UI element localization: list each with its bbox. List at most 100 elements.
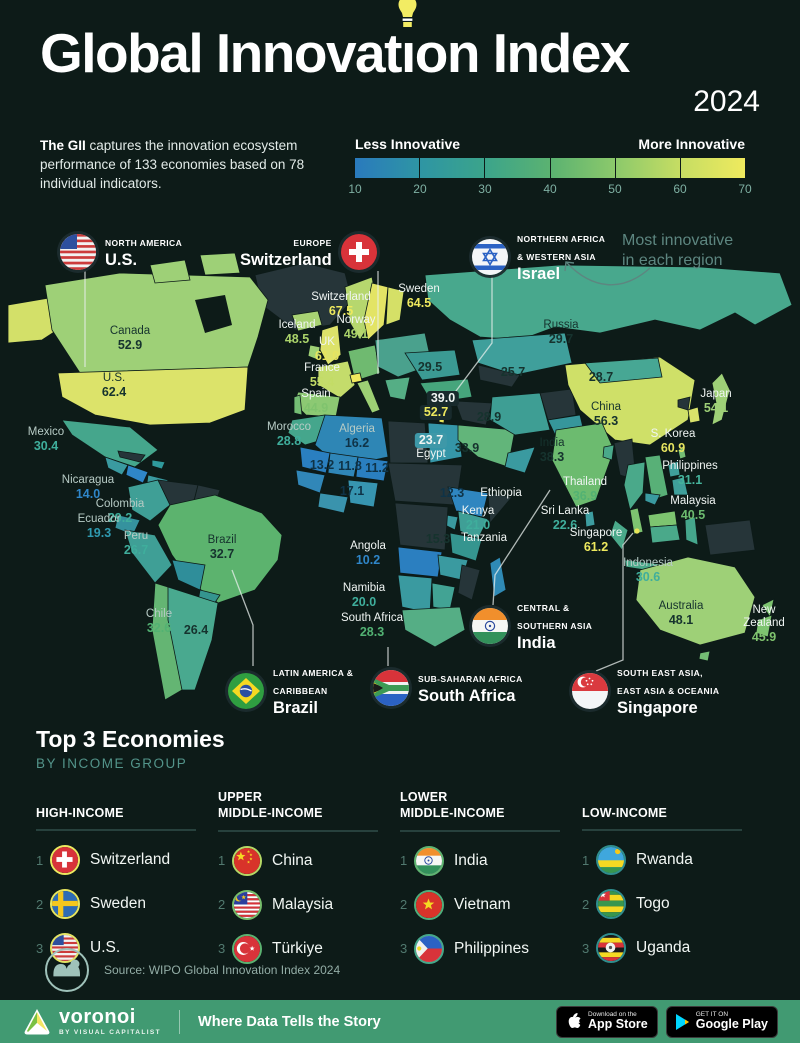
map-label-australia: Australia 48.1 <box>658 600 704 627</box>
country-tanzania <box>449 532 483 562</box>
world-map-area: NORTH AMERICA U.S. EUROPE Switzerland NORT… <box>0 225 800 730</box>
top3-column-lower-middle-income: LOWER MIDDLE-INCOME 1 India 2 Vietnam 3 Philipp… <box>400 789 582 964</box>
map-label-25-7: 25.7 <box>500 365 526 379</box>
map-label-peru: Peru 26.7 <box>123 530 149 557</box>
top3-column-high-income: HIGH-INCOME 1 Switzerland 2 Sweden 3 U.S. <box>36 789 218 964</box>
legend-gradient-bar <box>355 158 746 178</box>
india-flag-icon <box>472 607 508 644</box>
google-play-badge[interactable]: GET IT ON Google Play <box>665 1005 778 1038</box>
country-vietnam <box>644 454 669 501</box>
map-label-morocco: Morocco 28.8 <box>266 421 312 448</box>
country-japan <box>711 372 731 426</box>
voronoi-logo: voronoi BY VISUAL CAPITALIST <box>22 1007 161 1037</box>
world-map <box>7 252 793 701</box>
map-label-17-1: 17.1 <box>339 484 365 498</box>
note-arrow-icon <box>564 261 651 286</box>
country-indonesia <box>649 524 681 544</box>
ph-flag-icon <box>414 933 444 964</box>
country-name: Switzerland <box>90 851 171 868</box>
country-libya <box>387 420 429 464</box>
map-label-nicaragua: Nicaragua 14.0 <box>61 474 115 501</box>
map-label-12-3: 12.3 <box>439 486 465 500</box>
country-nigeria <box>347 479 379 508</box>
legend-tick: 20 <box>413 182 427 196</box>
lightbulb-icon <box>398 0 417 27</box>
map-label-iceland: Iceland 48.5 <box>278 319 316 346</box>
country-name: India <box>454 851 488 869</box>
country-russia <box>424 264 793 341</box>
legend-segment <box>550 158 615 178</box>
country-name: U.S. <box>90 939 121 956</box>
country-peru <box>124 529 173 584</box>
map-label-switzerland: Switzerland 67.5 <box>311 291 371 318</box>
map-label-spain: Spain 44.9 <box>301 388 331 415</box>
map-label-52-7: 52.7 <box>419 405 453 420</box>
map-label-13-2: 13.2 <box>309 458 335 472</box>
switzerland-flag-icon <box>340 233 377 270</box>
map-label-norway: Norway 49.1 <box>336 314 376 341</box>
badge-central-southern-asia-india: CENTRAL & SOUTHERN ASIA India <box>472 598 592 654</box>
country-iran <box>489 392 551 436</box>
legend-segment <box>485 158 550 178</box>
country-ireland <box>307 344 321 361</box>
country-name: Malaysia <box>272 895 334 913</box>
top3-row-malaysia: 2 Malaysia <box>218 889 400 920</box>
map-label-11-8: 11.8 <box>338 459 362 473</box>
map-note: Most innovative in each region <box>622 232 734 269</box>
map-label-india: India 38.3 <box>539 437 565 464</box>
country-france <box>317 360 356 399</box>
map-label-kenya: Kenya 21.0 <box>461 505 495 532</box>
singapore-dot <box>634 528 640 534</box>
app-store-badge[interactable]: Download on the App Store <box>556 1005 658 1038</box>
top3-row-philippines: 3 Philippines <box>400 933 582 964</box>
header: Global Innovatı on Index 2024 <box>40 0 760 119</box>
legend-tick: 70 <box>738 182 752 196</box>
top3-subtitle: BY INCOME GROUP <box>36 756 188 771</box>
map-label-ecuador: Ecuador 19.3 <box>77 513 121 540</box>
cn-flag-icon <box>232 845 262 876</box>
vn-flag-icon <box>414 889 444 920</box>
us-flag-icon <box>50 933 80 963</box>
badge-sea-oceania-singapore: SOUTH EAST ASIA, EAST ASIA & OCEANIA Singa… <box>572 663 719 719</box>
map-label-algeria: Algeria 16.2 <box>339 423 375 450</box>
se-flag-icon <box>50 889 80 919</box>
map-label-canada: Canada 52.9 <box>109 325 151 352</box>
badge-latam-brazil: LATIN AMERICA & CARIBBEAN Brazil <box>228 663 353 719</box>
map-label-uk: UK 61.0 <box>314 336 340 363</box>
country-colombia <box>127 479 171 522</box>
legend-tick: 10 <box>348 182 362 196</box>
legend-segment <box>420 158 485 178</box>
top3-column-header: UPPER MIDDLE-INCOME <box>218 790 323 821</box>
top3-row-switzerland: 1 Switzerland <box>36 845 218 875</box>
country-argentina <box>167 586 219 691</box>
brand-name: voronoi <box>59 1006 136 1028</box>
map-label-philippines: Philippines 31.1 <box>662 460 718 487</box>
rank-number: 2 <box>582 896 590 912</box>
divider <box>400 829 560 832</box>
country-angola <box>397 546 443 578</box>
top3-column-low-income: LOW-INCOME 1 Rwanda 2 Togo 3 Uganda <box>582 789 764 964</box>
map-label-26-4: 26.4 <box>183 623 209 637</box>
map-label-egypt: 23.7 Egypt <box>414 433 448 460</box>
country-new-zealand <box>761 598 775 619</box>
top3-row-rwanda: 1 Rwanda <box>582 845 764 875</box>
map-label-chile: Chile 32.6 <box>145 608 173 635</box>
top3-row-uganda: 3 Uganda <box>582 933 764 963</box>
badge-north-america-us: NORTH AMERICA U.S. <box>60 233 182 271</box>
divider <box>218 829 378 832</box>
map-label-tanzania: Tanzania <box>460 532 508 544</box>
legend-tick: 40 <box>543 182 557 196</box>
south-africa-flag-icon <box>373 669 409 706</box>
legend-tick: 30 <box>478 182 492 196</box>
country-name: Sweden <box>90 895 147 912</box>
rank-number: 1 <box>218 853 226 868</box>
map-label-brazil: Brazil 32.7 <box>207 534 237 561</box>
badge-nafr-wasia-israel: NORTHERN AFRICA & WESTERN ASIA Israel <box>472 229 605 285</box>
ch-flag-icon <box>50 845 80 875</box>
tagline: Where Data Tells the Story <box>198 1013 381 1030</box>
country-finland <box>385 286 405 326</box>
country-south-korea <box>687 406 701 424</box>
country-iceland <box>291 310 323 332</box>
in-flag-icon <box>414 845 444 876</box>
map-label-33-9: 33.9 <box>454 441 480 455</box>
